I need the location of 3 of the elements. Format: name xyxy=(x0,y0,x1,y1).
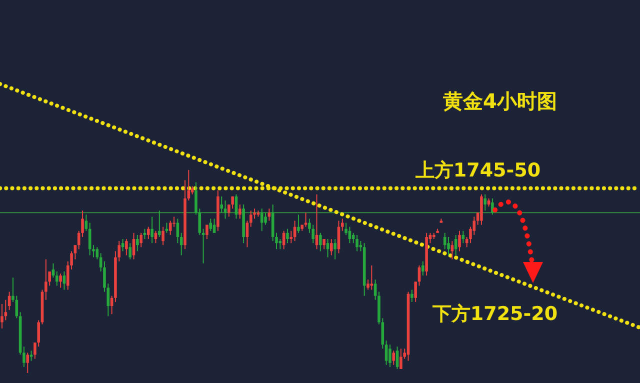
annotation: 下方1725-20 xyxy=(431,303,558,325)
annotation: 上方1745-50 xyxy=(414,159,541,182)
chart-title: 黄金4小时图 xyxy=(442,89,557,113)
